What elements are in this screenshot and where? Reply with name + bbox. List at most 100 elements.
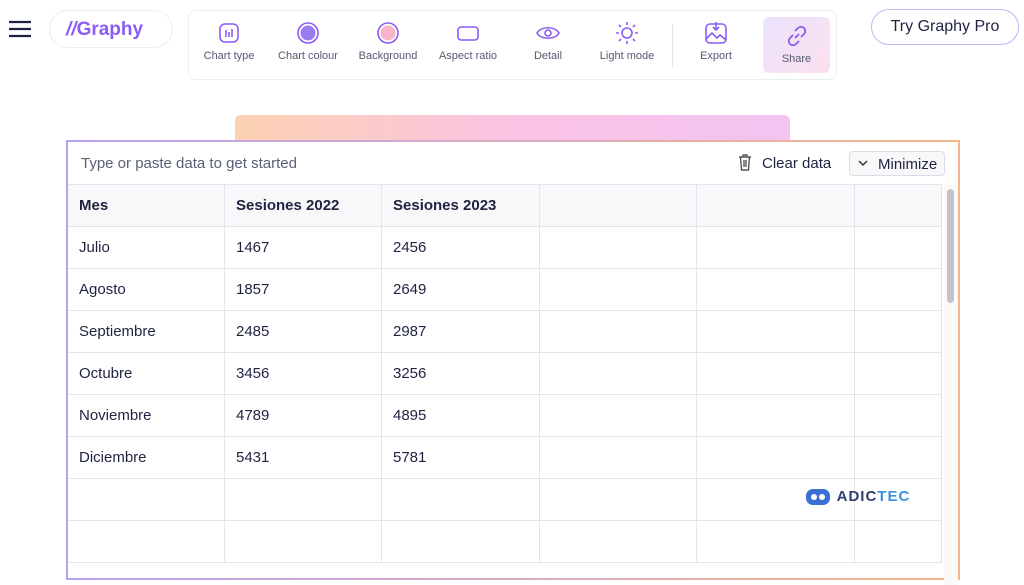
trash-icon (739, 154, 751, 171)
tool-icon (297, 22, 319, 44)
table-cell[interactable]: Agosto (68, 269, 225, 311)
table-cell[interactable]: 4789 (225, 395, 382, 437)
table-cell[interactable] (540, 269, 697, 311)
table-cell[interactable] (855, 395, 942, 437)
tool-label: Export (700, 50, 732, 62)
header-cell[interactable]: Sesiones 2022 (225, 185, 382, 227)
tool-label: Background (358, 50, 418, 62)
watermark-icon (806, 489, 830, 505)
table-cell[interactable]: 4895 (382, 395, 540, 437)
tool-label: Chart type (203, 50, 255, 62)
logo-text: Graphy (76, 19, 144, 40)
tool-icon (457, 26, 479, 41)
data-table: Mes Sesiones 2022 Sesiones 2023 Julio 1467 24… (68, 184, 942, 585)
table-cell[interactable]: Septiembre (68, 311, 225, 353)
table-cell[interactable] (225, 521, 382, 563)
table-cell[interactable] (540, 521, 697, 563)
tool-label: Detail (533, 50, 563, 62)
table-cell[interactable]: 5431 (225, 437, 382, 479)
table-cell[interactable] (540, 479, 697, 521)
toolbar-button[interactable]: Chart colour (270, 14, 346, 72)
table-cell[interactable] (855, 437, 942, 479)
table-cell[interactable] (540, 437, 697, 479)
table-cell[interactable] (697, 479, 855, 521)
table-cell[interactable] (697, 395, 855, 437)
table-cell[interactable] (697, 311, 855, 353)
tool-label: Aspect ratio (438, 50, 498, 62)
watermark-right: TEC (877, 487, 911, 505)
chevron-icon (858, 160, 868, 167)
table-cell[interactable]: Julio (68, 227, 225, 269)
header-cell[interactable] (855, 185, 942, 227)
table-cell[interactable]: 5781 (382, 437, 540, 479)
header-cell[interactable]: Sesiones 2023 (382, 185, 540, 227)
table-cell[interactable] (697, 353, 855, 395)
toolbar-button[interactable]: Detail (510, 14, 586, 72)
table-cell[interactable] (855, 311, 942, 353)
table-cell[interactable]: Noviembre (68, 395, 225, 437)
table-cell[interactable] (540, 311, 697, 353)
tool-label: Share (781, 53, 812, 65)
table-cell[interactable] (540, 227, 697, 269)
table-cell[interactable] (855, 227, 942, 269)
table-cell[interactable]: Diciembre (68, 437, 225, 479)
menu-icon[interactable] (9, 20, 31, 38)
toolbar-button[interactable]: Aspect ratio (430, 14, 506, 72)
toolbar-button[interactable]: Export (678, 14, 754, 72)
pro-button[interactable]: Try Graphy Pro (871, 9, 1019, 45)
table-cell[interactable] (697, 227, 855, 269)
toolbar-button[interactable]: Light mode (589, 14, 665, 72)
tool-label: Light mode (599, 50, 655, 62)
placeholder: Type or paste data to get started (81, 155, 297, 172)
toolbar-button[interactable]: Chart type (191, 14, 267, 72)
toolbar-button[interactable]: Share (763, 17, 830, 73)
clear-button[interactable]: Clear data (762, 155, 832, 172)
tool-icon (787, 25, 806, 47)
minimize-button[interactable]: Minimize (849, 151, 945, 176)
table-cell[interactable]: 2987 (382, 311, 540, 353)
watermark-left: ADIC (836, 487, 878, 505)
table-cell[interactable] (382, 479, 540, 521)
toolbar-button[interactable]: Background (350, 14, 426, 72)
table-cell[interactable]: 3256 (382, 353, 540, 395)
table-cell[interactable] (855, 353, 942, 395)
table-cell[interactable] (382, 521, 540, 563)
toolbar (188, 10, 837, 80)
table-cell[interactable]: Octubre (68, 353, 225, 395)
table-cell[interactable]: 3456 (225, 353, 382, 395)
table-cell[interactable]: 2485 (225, 311, 382, 353)
watermark: ADICTEC (804, 486, 910, 508)
table-cell[interactable]: 1467 (225, 227, 382, 269)
table-cell[interactable] (540, 353, 697, 395)
tool-icon (377, 22, 399, 44)
scroll-thumb[interactable] (947, 189, 954, 303)
header-cell[interactable] (697, 185, 855, 227)
table-cell[interactable] (855, 521, 942, 563)
table-cell[interactable] (855, 269, 942, 311)
tool-icon (616, 22, 638, 44)
table-cell[interactable] (697, 521, 855, 563)
header-cell[interactable]: Mes (68, 185, 225, 227)
table-cell[interactable] (68, 521, 225, 563)
table-cell[interactable] (697, 269, 855, 311)
table-cell[interactable]: 1857 (225, 269, 382, 311)
page: //Graphy Chart type Chart colour Backgroun… (9, 9, 1019, 580)
minimize-label: Minimize (878, 156, 938, 173)
table-cell[interactable] (540, 395, 697, 437)
scrollbar[interactable] (944, 185, 958, 585)
table-cell[interactable]: 2649 (382, 269, 540, 311)
tool-icon (705, 22, 727, 44)
table-cell[interactable]: 2456 (382, 227, 540, 269)
table-cell[interactable] (225, 479, 382, 521)
tool-label: Chart colour (278, 50, 338, 62)
logo-pill[interactable]: //Graphy (49, 10, 173, 48)
tool-icon (536, 26, 560, 40)
table-cell[interactable] (855, 479, 942, 521)
separator (672, 24, 673, 68)
header-cell[interactable] (540, 185, 697, 227)
logo: //Graphy (66, 19, 144, 40)
table-cell[interactable] (68, 479, 225, 521)
data-panel: Type or paste data to get started Clear … (66, 140, 960, 585)
tool-icon (219, 23, 239, 43)
table-cell[interactable] (697, 437, 855, 479)
